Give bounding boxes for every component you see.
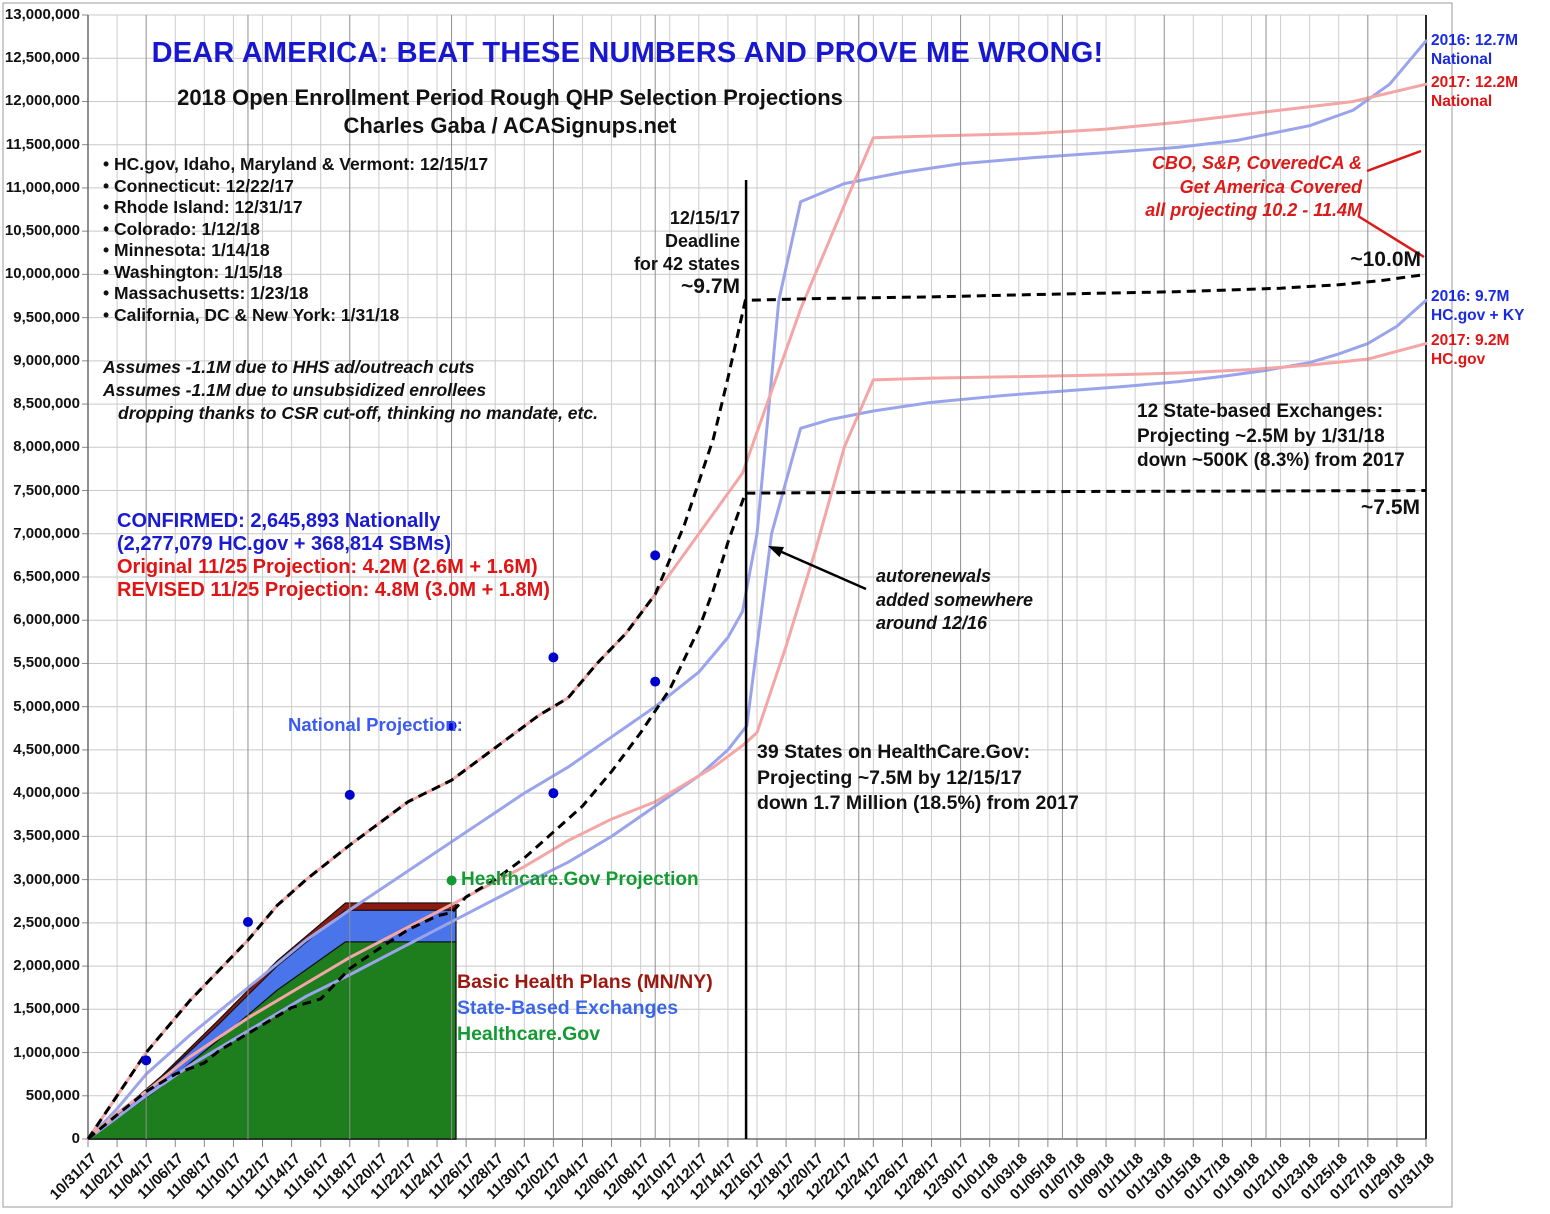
- state-deadline-item: • Colorado: 1/12/18: [103, 218, 260, 239]
- cbo-range-upper-pointer: [1366, 149, 1422, 173]
- autorenewals-note: autorenewals added somewhere around 12/1…: [876, 566, 1034, 633]
- state-deadline-item: • Massachusetts: 1/23/18: [103, 283, 309, 303]
- state-deadline-item: • Rhode Island: 12/31/17: [103, 197, 303, 217]
- assumption-note-3: dropping thanks to CSR cut-off, thinking…: [118, 403, 598, 423]
- y-tick-label: 11,000,000: [5, 178, 80, 196]
- projection-9-7m-label: ~9.7M: [681, 275, 740, 298]
- assumption-note-1: Assumes -1.1M due to HHS ad/outreach cut…: [103, 357, 475, 377]
- state-deadline-item: • Connecticut: 12/22/17: [103, 175, 294, 196]
- national-projection-dots: [548, 652, 559, 663]
- confirmed-totals-block: CONFIRMED: 2,645,893 Nationally (2,277,0…: [117, 510, 550, 602]
- confirmed-breakdown: (2,277,079 HC.gov + 368,814 SBMs): [117, 533, 452, 555]
- y-tick-label: 5,500,000: [13, 654, 80, 672]
- y-tick-label: 11,500,000: [5, 135, 80, 153]
- y-tick-label: 10,000,000: [4, 265, 80, 283]
- y-tick-label: 3,000,000: [13, 870, 80, 888]
- hcgov-2017: [86, 342, 1428, 1141]
- hcgov-projection-series-label: Healthcare.Gov Projection: [461, 869, 699, 890]
- y-tick-label: 2,000,000: [13, 957, 80, 975]
- y-tick-label: 4,500,000: [13, 740, 80, 758]
- y-tick-label: 6,000,000: [13, 611, 80, 629]
- legend-state-based-exchanges: State-Based Exchanges: [457, 997, 679, 1019]
- y-tick-label: 1,000,000: [13, 1043, 80, 1061]
- national-projection-dots: [650, 550, 661, 561]
- series-label-2016-hcgov: 2016: 9.7M HC.gov + KY: [1431, 288, 1525, 324]
- national-projection-dots: [344, 789, 355, 800]
- revised-projection: REVISED 11/25 Projection: 4.8M (3.0M + 1…: [117, 579, 550, 601]
- cbo-projection-note: CBO, S&P, CoveredCA & Get America Covere…: [1145, 153, 1362, 220]
- stacked-area-legend: Basic Health Plans (MN/NY) State-Based E…: [457, 969, 713, 1047]
- y-tick-label: 13,000,000: [4, 6, 80, 23]
- national-projection-dots: [548, 788, 559, 799]
- y-tick-label: 12,500,000: [4, 49, 80, 67]
- national-projection-dots: [650, 676, 661, 687]
- state-based-exchanges-note: 12 State-based Exchanges: Projecting ~2.…: [1137, 401, 1405, 471]
- hcgov-projection-dot: [446, 875, 457, 886]
- assumption-note-2: Assumes -1.1M due to unsubsidized enroll…: [103, 380, 487, 400]
- confirmed-national-total: CONFIRMED: 2,645,893 Nationally: [117, 510, 441, 532]
- y-tick-label: 5,000,000: [13, 697, 80, 715]
- national-projection-dots: [446, 720, 457, 731]
- chart-subtitle: 2018 Open Enrollment Period Rough QHP Se…: [177, 85, 843, 110]
- figure-frame: [2, 2, 1453, 1208]
- series-label-2017-hcgov: 2017: 9.2M HC.gov: [1431, 332, 1510, 368]
- autorenewals-arrow: [772, 547, 867, 591]
- y-tick-label: 8,000,000: [13, 438, 80, 456]
- series-label-2017-national: 2017: 12.2M National: [1431, 74, 1519, 110]
- legend-basic-health-plans: Basic Health Plans (MN/NY): [457, 971, 713, 993]
- chart-title: DEAR AMERICA: BEAT THESE NUMBERS AND PRO…: [151, 37, 1104, 69]
- projection-7-5m-label: ~7.5M: [1361, 496, 1420, 519]
- cbo-range-lower-pointer: [1357, 214, 1425, 259]
- y-tick-label: 7,500,000: [13, 481, 80, 499]
- hcgov-2016: [86, 298, 1428, 1141]
- national-2016: [86, 39, 1428, 1141]
- deadline-annotation: 12/15/17 Deadline for 42 states: [633, 208, 740, 274]
- y-tick-label: 7,000,000: [13, 524, 80, 542]
- national-projection-dots: [141, 1055, 152, 1066]
- y-tick-label: 9,000,000: [13, 351, 80, 369]
- original-projection: Original 11/25 Projection: 4.2M (2.6M + …: [117, 556, 538, 578]
- y-tick-label: 1,500,000: [13, 1000, 80, 1018]
- state-deadline-list: • HC.gov, Idaho, Maryland & Vermont: 12/…: [103, 154, 488, 326]
- y-tick-label: 4,000,000: [13, 784, 80, 802]
- projection-10-0m-label: ~10.0M: [1350, 248, 1421, 271]
- y-tick-label: 6,500,000: [13, 568, 80, 585]
- y-tick-label: 12,000,000: [4, 92, 80, 110]
- national-projection-dots: [242, 916, 253, 927]
- national-projection-series-label: National Projection:: [288, 714, 463, 735]
- series-label-2016-national: 2016: 12.7M National: [1431, 32, 1519, 68]
- y-tick-label: 3,500,000: [13, 827, 80, 845]
- state-deadline-item: • HC.gov, Idaho, Maryland & Vermont: 12/…: [103, 154, 489, 174]
- state-deadline-item: • California, DC & New York: 1/31/18: [103, 304, 400, 325]
- state-deadline-item: • Washington: 1/15/18: [103, 261, 283, 282]
- hcgov-projection-dashed: [87, 489, 1427, 1141]
- legend-healthcare-gov: Healthcare.Gov: [457, 1023, 601, 1045]
- national-projection-dashed: [86, 272, 1427, 1140]
- y-tick-label: 2,500,000: [13, 913, 80, 931]
- arrowhead: [768, 546, 784, 558]
- y-tick-label: 8,500,000: [13, 395, 80, 413]
- y-tick-label: 10,500,000: [4, 222, 80, 240]
- y-tick-label: 9,500,000: [13, 308, 80, 326]
- chart-author: Charles Gaba / ACASignups.net: [343, 113, 677, 138]
- state-deadline-item: • Minnesota: 1/14/18: [103, 240, 270, 260]
- y-tick-label: 500,000: [25, 1086, 80, 1104]
- y-tick-label: 0: [71, 1130, 80, 1147]
- healthcare-gov-states-note: 39 States on HealthCare.Gov: Projecting …: [757, 741, 1079, 814]
